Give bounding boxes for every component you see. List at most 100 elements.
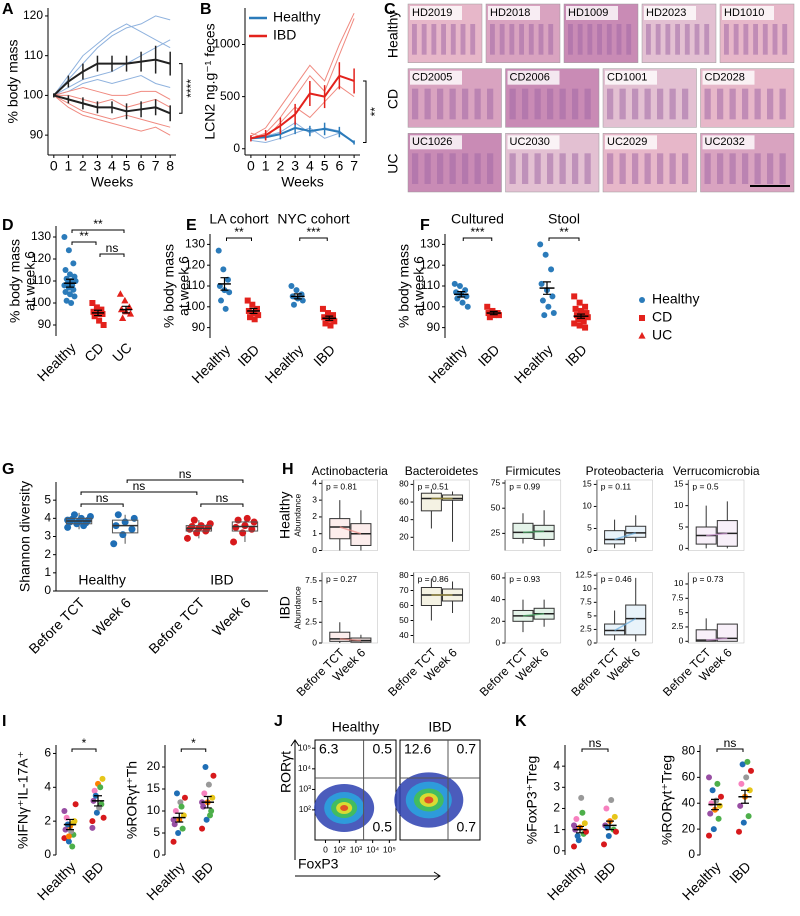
data-point xyxy=(582,303,589,310)
crypt xyxy=(767,153,774,184)
y-tick-label: 70 xyxy=(399,585,409,595)
data-point xyxy=(210,772,217,779)
significance-bracket xyxy=(548,237,580,241)
data-point xyxy=(70,260,77,267)
crypt xyxy=(619,153,626,184)
image-label: HD1009 xyxy=(568,7,608,19)
individual-trace xyxy=(53,23,171,96)
data-point xyxy=(251,316,258,323)
quadrant-value: 0.7 xyxy=(457,819,477,835)
paired-link xyxy=(706,637,728,641)
data-point xyxy=(119,531,127,539)
data-point xyxy=(707,810,714,817)
data-point xyxy=(454,295,461,302)
crypt xyxy=(619,88,626,120)
x-tick-label: IBD xyxy=(562,341,590,369)
x-tick-label: Before TCT xyxy=(145,594,208,657)
y-tick-label: 3 xyxy=(312,494,317,504)
paired-link xyxy=(614,617,637,632)
data-point xyxy=(249,301,256,308)
x-tick-label: Healthy xyxy=(188,341,233,386)
individual-trace xyxy=(53,95,171,136)
y-tick-label: 15 xyxy=(147,781,161,795)
y-tick-label: 0 xyxy=(312,545,317,555)
crypt xyxy=(606,24,612,55)
x-tick-label: IBD xyxy=(310,341,338,369)
y-tick-label: 0 xyxy=(679,636,684,646)
data-point xyxy=(573,312,580,319)
data-point xyxy=(576,322,583,329)
y-tick-label: 1 xyxy=(44,565,51,579)
crypt xyxy=(522,153,529,184)
crypt xyxy=(632,88,639,120)
data-point xyxy=(293,287,300,294)
data-point xyxy=(736,828,742,835)
subplot-title: Cultured xyxy=(451,211,504,227)
paired-link xyxy=(522,530,545,534)
y-tick-label: 120 xyxy=(185,257,205,271)
panel-letter: E xyxy=(186,217,197,234)
data-point xyxy=(71,293,78,300)
sem-bar xyxy=(94,309,102,317)
panel-letter: A xyxy=(2,1,14,18)
panel-frame xyxy=(596,479,653,551)
crypt xyxy=(470,24,476,55)
legend-marker xyxy=(638,332,646,339)
data-point xyxy=(571,293,578,300)
column-title: Verrucomicrobia xyxy=(673,464,760,478)
data-point xyxy=(288,283,295,289)
y-tick-label: 10 xyxy=(674,500,684,510)
individual-trace xyxy=(53,86,171,100)
data-point xyxy=(327,322,334,329)
significance-bracket xyxy=(71,748,97,752)
legend-marker xyxy=(639,297,645,303)
image-label-bg xyxy=(488,6,540,20)
crypt xyxy=(431,24,437,55)
data-point xyxy=(578,307,584,314)
data-point xyxy=(69,843,76,850)
p-value: p = 0.11 xyxy=(601,481,632,491)
crypt xyxy=(487,88,494,120)
crypt xyxy=(587,24,593,55)
data-point xyxy=(65,247,72,254)
crypt xyxy=(519,24,524,55)
y-axis-label: Shannon diversity xyxy=(17,481,33,592)
x-tick-label: 10⁵ xyxy=(383,844,396,854)
plot-title: IBD xyxy=(428,719,451,735)
data-point xyxy=(738,780,745,787)
data-point xyxy=(61,808,68,814)
significance-label: *** xyxy=(306,225,320,239)
crypt xyxy=(534,153,541,184)
crypt xyxy=(412,24,417,55)
y-tick-label: 75 xyxy=(491,477,501,487)
y-axis-label: % body mass xyxy=(396,244,412,328)
significance-label: ns xyxy=(96,491,109,505)
quadrant-value: 12.6 xyxy=(404,741,431,757)
data-point xyxy=(545,303,552,310)
crypt xyxy=(616,24,622,55)
panel-letter: K xyxy=(515,713,527,730)
y-axis-label: RORγt xyxy=(278,751,294,793)
crypt xyxy=(568,24,573,55)
y-tick-label: 5 xyxy=(153,825,160,839)
image-label-bg xyxy=(410,70,462,85)
data-point xyxy=(190,516,198,524)
paired-link xyxy=(614,532,636,541)
data-point xyxy=(611,813,618,820)
crypt xyxy=(412,153,419,184)
x-tick-label: 7 xyxy=(350,158,358,174)
significance-label: ns xyxy=(216,491,229,505)
significance-label: **** xyxy=(184,79,198,98)
group-label: IBD xyxy=(210,572,233,588)
data-point xyxy=(72,801,79,808)
crypt xyxy=(682,88,689,120)
crypt xyxy=(572,153,579,184)
paired-link xyxy=(339,638,361,642)
sem-bar xyxy=(576,825,584,834)
image-label-bg xyxy=(507,70,560,85)
data-point xyxy=(484,303,491,310)
data-point xyxy=(207,812,214,819)
sem-bar xyxy=(577,313,585,319)
y-axis-label: LCN2 ng.g⁻¹ feces xyxy=(202,23,218,139)
x-tick-label: Healthy xyxy=(262,341,307,386)
